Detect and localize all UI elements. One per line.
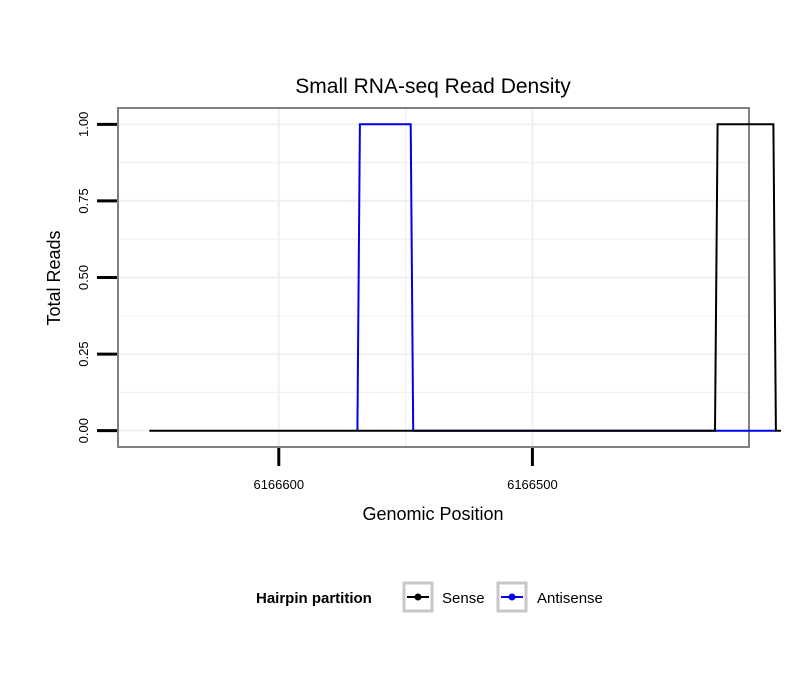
legend-label-sense: Sense <box>442 590 485 607</box>
y-tick-label: 1.00 <box>76 112 91 137</box>
chart-title: Small RNA-seq Read Density <box>295 75 571 98</box>
legend-point-antisense <box>508 593 516 601</box>
axis-ticks: 0.00 0.25 0.50 0.75 1.00 6166600 6166500 <box>76 112 558 492</box>
x-axis-label: Genomic Position <box>362 504 503 524</box>
series-line-sense <box>149 123 781 432</box>
legend: Hairpin partition Sense Antisense <box>256 581 603 613</box>
y-tick-label: 0.50 <box>76 265 91 290</box>
legend-label-antisense: Antisense <box>537 590 603 607</box>
y-tick-label: 0.00 <box>76 418 91 443</box>
y-tick-label: 0.25 <box>76 341 91 366</box>
grid <box>119 109 748 446</box>
legend-title: Hairpin partition <box>256 590 372 607</box>
x-tick-label: 6166500 <box>507 477 558 492</box>
y-axis-label: Total Reads <box>44 230 64 325</box>
plot-panel-border <box>117 107 750 448</box>
series-lines <box>149 123 781 432</box>
legend-point-sense <box>414 593 422 601</box>
y-tick-label: 0.75 <box>76 188 91 213</box>
x-tick-label: 6166600 <box>253 477 304 492</box>
